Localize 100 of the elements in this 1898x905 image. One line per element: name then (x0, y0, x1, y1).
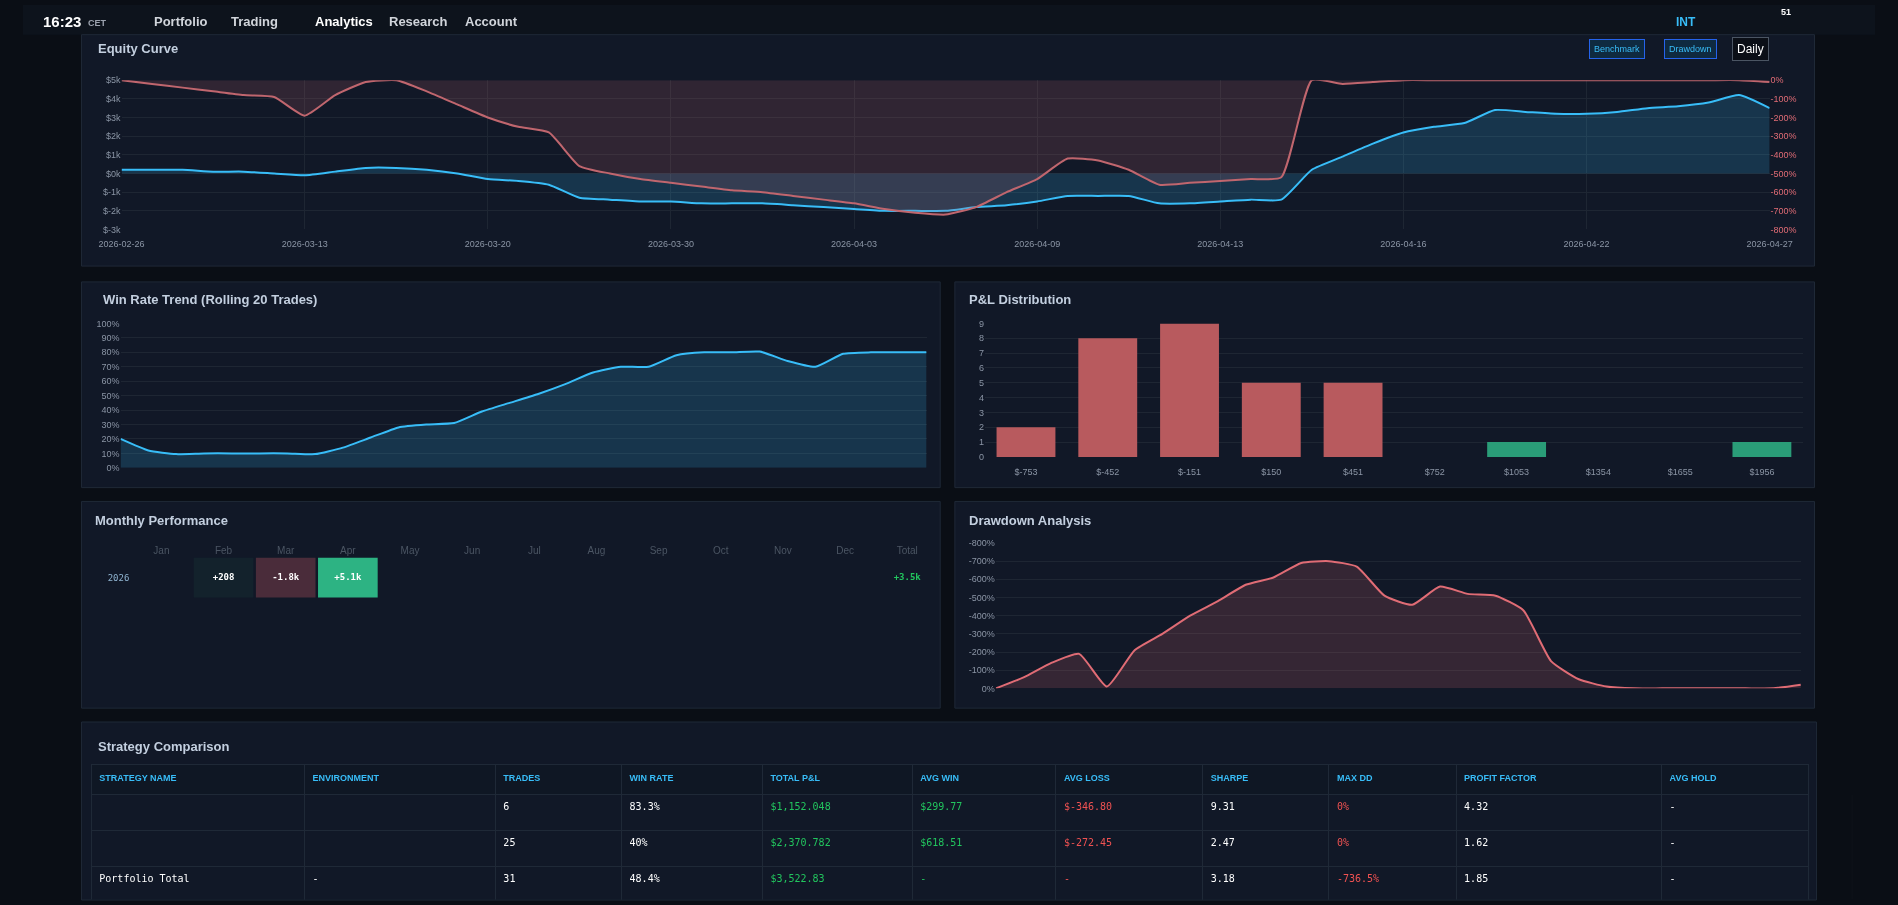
category-label: AVG LOSS (1063, 772, 1110, 783)
y-tick-label: 0% (106, 462, 120, 473)
category-label: MAX DD (1336, 772, 1373, 783)
text: 31 (503, 873, 516, 885)
text: - (1063, 873, 1070, 885)
y-tick-label: 90% (101, 333, 120, 344)
category-label: AVG HOLD (1669, 772, 1717, 783)
y2-tick-label: -300% (1770, 131, 1797, 142)
data-label: -1.8k (272, 571, 300, 582)
y-tick-label: 20% (101, 434, 120, 445)
text: - (920, 873, 927, 885)
y-tick-label: $-2k (103, 205, 122, 216)
category-label: TOTAL P&L (770, 772, 821, 783)
chart-title: Win Rate Trend (Rolling 20 Trades) (103, 292, 318, 307)
text: 3.18 (1210, 873, 1235, 885)
y-tick-label: $1k (106, 149, 122, 160)
x-tick-label: $1354 (1585, 466, 1611, 477)
y-tick-label: -800% (968, 538, 995, 549)
text: 6 (503, 801, 510, 813)
x-tick-label: Sep (649, 544, 668, 556)
text: Trading (231, 14, 279, 29)
category-label: AVG WIN (920, 772, 959, 783)
text: 51 (1781, 7, 1792, 17)
category-label: ENVIRONMENT (312, 772, 380, 783)
category-label: PROFIT FACTOR (1464, 772, 1537, 783)
x-tick-label: Mar (277, 544, 295, 556)
chart-title: Equity Curve (98, 41, 179, 56)
chart-title: P&L Distribution (969, 292, 1072, 307)
x-tick-label: Nov (774, 544, 792, 556)
x-tick-label: May (400, 544, 420, 556)
x-tick-label: 2026-04-13 (1197, 239, 1244, 250)
text: $3,522.83 (770, 873, 825, 885)
chart-title: Drawdown Analysis (969, 513, 1092, 528)
chart-title: Monthly Performance (95, 513, 228, 528)
y-tick-label: -100% (968, 665, 995, 676)
text: Strategy Comparison (98, 739, 230, 754)
category-label: Portfolio Total (99, 873, 190, 885)
text: 40% (629, 837, 648, 849)
text: Drawdown (1669, 44, 1712, 54)
y-tick-label: -300% (968, 629, 995, 639)
text: $-346.80 (1063, 801, 1113, 813)
text: $299.77 (920, 801, 963, 813)
text: $1,152.048 (770, 801, 831, 813)
category-label: STRATEGY NAME (99, 772, 177, 783)
x-tick-label: 2026-03-30 (647, 239, 694, 250)
x-tick-label: Aug (587, 544, 606, 556)
x-tick-label: 2026-04-27 (1746, 239, 1793, 250)
text: 16:23 (43, 13, 82, 30)
data-label: +5.1k (334, 571, 362, 582)
text: $618.51 (920, 837, 963, 849)
text: 1.62 (1464, 837, 1489, 849)
text: Research (389, 14, 448, 29)
y-tick-label: 2 (979, 422, 985, 433)
text: $-272.45 (1063, 837, 1113, 849)
text: 9.31 (1210, 801, 1235, 813)
x-tick-label: 2026-04-09 (1014, 239, 1061, 250)
x-tick-label: 2026-04-22 (1563, 239, 1610, 250)
y-tick-label: 9 (979, 318, 985, 329)
text: 25 (503, 837, 516, 849)
y2-tick-label: -200% (1770, 112, 1797, 123)
y-tick-label: 5 (979, 377, 985, 388)
y-tick-label: $4k (106, 93, 122, 104)
y-tick-label: 8 (979, 333, 985, 344)
y2-tick-label: -500% (1770, 168, 1797, 179)
category-label: TRADES (503, 772, 541, 783)
text: 48.4% (629, 873, 660, 885)
category-label: SHARPE (1210, 772, 1249, 783)
y-tick-label: 30% (101, 419, 120, 430)
y2-tick-label: -700% (1770, 205, 1797, 216)
text: - (312, 873, 319, 885)
y2-tick-label: -600% (1770, 187, 1797, 198)
y-tick-label: $5k (106, 75, 122, 86)
x-tick-label: $1956 (1749, 466, 1775, 477)
x-tick-label: $-151 (1178, 466, 1202, 477)
y-tick-label: 60% (101, 376, 120, 387)
text: Analytics (315, 14, 373, 29)
y-tick-label: 80% (101, 347, 120, 358)
y-tick-label: $-1k (103, 187, 122, 198)
y-tick-label: -200% (968, 647, 995, 658)
y-tick-label: $0k (106, 168, 122, 179)
y2-tick-label: 0% (1770, 75, 1784, 86)
y-tick-label: 0% (981, 683, 995, 694)
text: 1.85 (1464, 873, 1489, 885)
text: - (1669, 801, 1676, 813)
x-tick-label: Feb (214, 544, 233, 556)
y-tick-label: 70% (101, 361, 120, 372)
x-tick-label: Jan (153, 544, 170, 556)
text: -736.5% (1336, 873, 1380, 885)
x-tick-label: 2026-04-16 (1380, 239, 1427, 250)
y-tick-label: 50% (101, 390, 120, 401)
x-tick-label: $451 (1343, 466, 1364, 477)
x-tick-label: $1655 (1667, 466, 1693, 477)
y-tick-label: 40% (101, 405, 120, 416)
text: INT (1676, 15, 1696, 29)
y-tick-label: 10% (101, 448, 120, 459)
text: - (1669, 837, 1676, 849)
y-tick-label: 100% (96, 318, 120, 329)
x-tick-label: $-452 (1096, 466, 1120, 477)
x-tick-label: 2026-02-26 (98, 239, 145, 250)
text: - (1669, 873, 1676, 885)
